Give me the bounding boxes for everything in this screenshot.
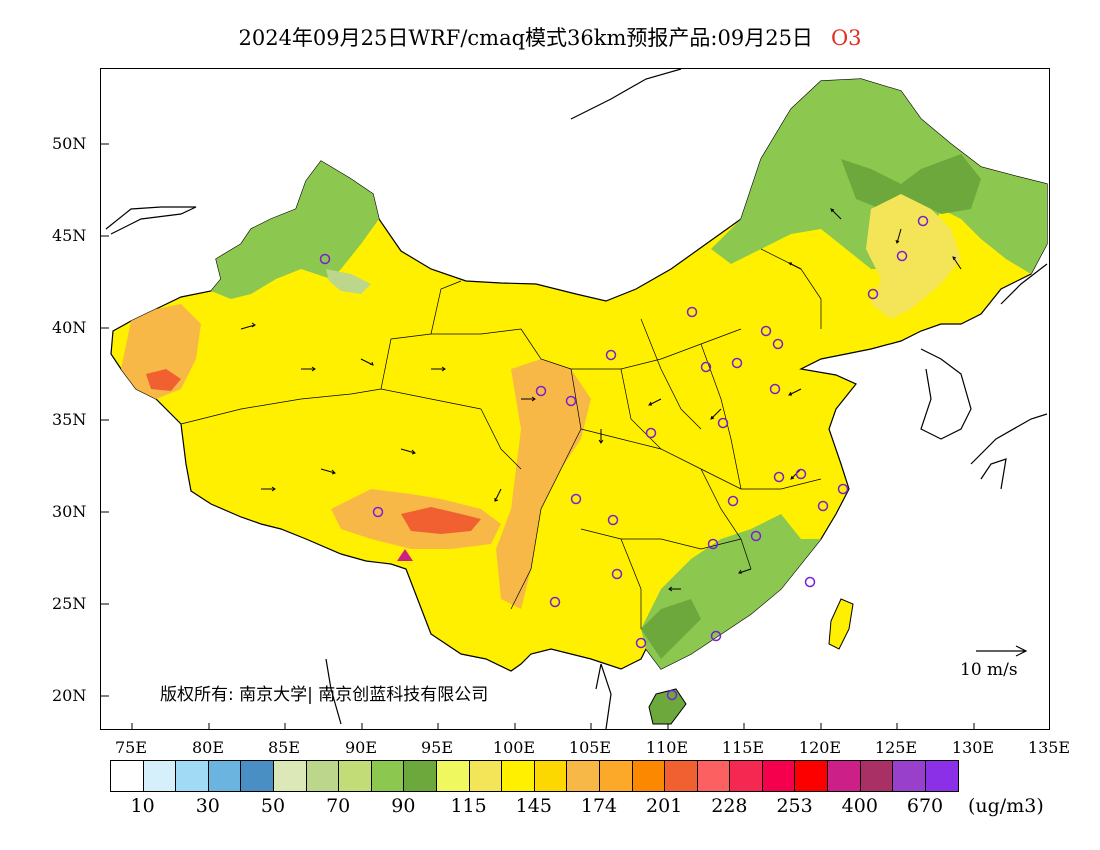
tibet-peak xyxy=(397,549,413,561)
map-title: 2024年09月25日WRF/cmaq模式36km预报产品:09月25日 O3 xyxy=(0,22,1100,52)
colorbar-swatch-21 xyxy=(795,761,829,791)
lat-label-45n: 45N xyxy=(52,226,87,245)
copyright-notice: 版权所有: 南京大学| 南京创蓝科技有限公司 xyxy=(160,685,489,705)
pollutant-label: O3 xyxy=(830,26,862,50)
province-boundaries xyxy=(180,248,822,629)
colorbar-swatch-6 xyxy=(306,761,340,791)
colorbar-label: 90 xyxy=(391,795,416,817)
colorbar-swatch-14 xyxy=(567,761,600,791)
colorbar-label: 174 xyxy=(580,795,618,817)
lon-label-110e: 110E xyxy=(645,738,689,757)
neighbor-coastlines xyxy=(105,69,1048,729)
colorbar-swatch-7 xyxy=(339,761,372,791)
colorbar-swatch-9 xyxy=(404,761,437,791)
xinjiang-basin-green xyxy=(326,269,371,294)
colorbar-label: 253 xyxy=(776,795,813,817)
colorbar-label: 228 xyxy=(711,795,748,817)
guangxi-green xyxy=(641,599,701,659)
lat-label-35n: 35N xyxy=(52,410,87,429)
colorbar-label: 50 xyxy=(260,795,286,817)
colorbar-label: 10 xyxy=(130,795,155,817)
taiwan-island xyxy=(828,598,854,650)
lon-label-90e: 90E xyxy=(344,738,378,757)
lat-label-40n: 40N xyxy=(52,318,87,337)
colorbar-label: 115 xyxy=(450,795,487,817)
wind-reference-arrow xyxy=(976,645,1028,657)
colorbar-swatch-17 xyxy=(665,761,698,791)
west-xinjiang-red xyxy=(146,369,181,391)
tibet-hotspot xyxy=(401,507,481,534)
colorbar-label: 400 xyxy=(841,795,878,817)
colorbar xyxy=(110,760,960,792)
colorbar-swatch-19 xyxy=(730,761,763,791)
northeast-yellow-patch xyxy=(866,194,961,319)
colorbar-swatch-13 xyxy=(534,761,568,791)
lat-label-30n: 30N xyxy=(52,502,87,521)
colorbar-swatch-8 xyxy=(371,761,405,791)
lat-label-25n: 25N xyxy=(52,594,87,613)
colorbar-swatch-16 xyxy=(632,761,666,791)
lon-label-135e: 135E xyxy=(1027,738,1071,757)
lon-label-115e: 115E xyxy=(721,738,765,757)
lon-label-80e: 80E xyxy=(191,738,225,757)
colorbar-label: 70 xyxy=(326,795,351,817)
colorbar-label: 145 xyxy=(515,795,552,817)
lon-label-85e: 85E xyxy=(267,738,301,757)
colorbar-swatch-1 xyxy=(143,761,177,791)
wind-vectors xyxy=(240,208,962,592)
map-frame xyxy=(100,68,1050,730)
city-stations xyxy=(319,215,929,701)
lon-label-105e: 105E xyxy=(568,738,612,757)
lon-label-100e: 100E xyxy=(492,738,536,757)
lon-label-95e: 95E xyxy=(420,738,454,757)
colorbar-swatch-15 xyxy=(599,761,633,791)
colorbar-label: 30 xyxy=(195,795,220,817)
lon-label-125e: 125E xyxy=(874,738,918,757)
colorbar-swatch-24 xyxy=(893,761,926,791)
colorbar-swatch-10 xyxy=(436,761,470,791)
colorbar-swatch-0 xyxy=(111,761,144,791)
colorbar-swatch-5 xyxy=(273,761,307,791)
lon-label-130e: 130E xyxy=(951,738,995,757)
title-text: 2024年09月25日WRF/cmaq模式36km预报产品:09月25日 xyxy=(238,26,813,50)
sichuan-orange-zone xyxy=(496,359,591,609)
colorbar-swatch-22 xyxy=(828,761,861,791)
colorbar-swatch-18 xyxy=(697,761,731,791)
xinjiang-north-green xyxy=(211,161,379,299)
colorbar-label: 670 xyxy=(906,795,944,817)
colorbar-swatch-23 xyxy=(860,761,894,791)
lat-label-50n: 50N xyxy=(52,134,87,153)
colorbar-swatch-11 xyxy=(469,761,503,791)
colorbar-swatch-4 xyxy=(241,761,274,791)
wind-reference-label: 10 m/s xyxy=(960,660,1018,680)
west-xinjiang-orange xyxy=(121,304,201,399)
colorbar-swatch-3 xyxy=(208,761,242,791)
colorbar-unit: (ug/m3) xyxy=(968,795,1044,817)
lon-label-75e: 75E xyxy=(114,738,148,757)
colorbar-swatch-2 xyxy=(176,761,209,791)
colorbar-swatch-20 xyxy=(762,761,796,791)
colorbar-swatch-25 xyxy=(925,761,959,791)
lat-label-20n: 20N xyxy=(52,686,87,705)
colorbar-label: 201 xyxy=(646,795,683,817)
colorbar-swatch-12 xyxy=(502,761,535,791)
map-canvas xyxy=(101,69,1048,729)
lon-label-120e: 120E xyxy=(798,738,842,757)
hainan-island xyxy=(648,688,687,725)
tick-marks xyxy=(101,143,975,729)
northeast-green-dark xyxy=(841,154,981,214)
